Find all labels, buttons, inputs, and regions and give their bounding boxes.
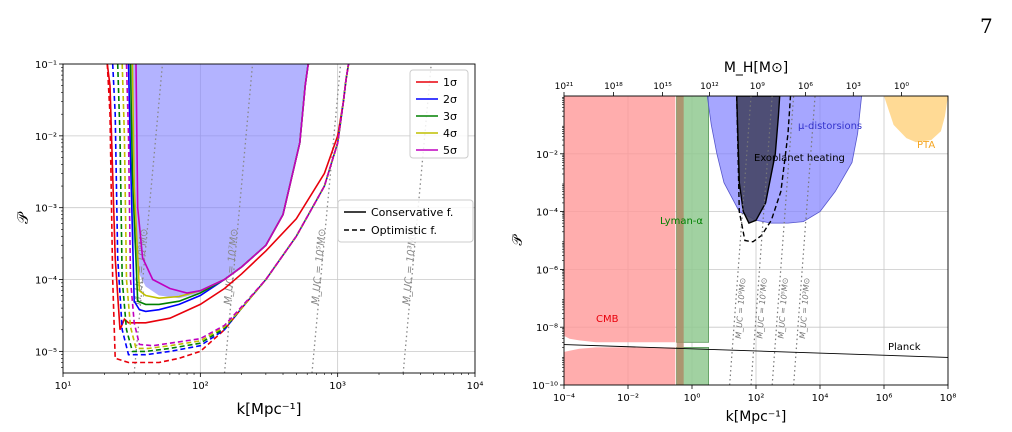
x-tick-label: 10⁻² — [617, 393, 639, 404]
top-tick-label: 10¹⁵ — [653, 82, 672, 92]
y-tick-label: 10⁻¹⁰ — [532, 381, 558, 392]
y-tick-label: 10⁻² — [35, 132, 57, 143]
pta-label: PTA — [917, 140, 935, 151]
top-tick-label: 10⁰ — [894, 82, 909, 92]
y-tick-label: 10⁻⁴ — [536, 208, 558, 219]
legend-label: 3σ — [443, 110, 457, 123]
top-tick-label: 10²¹ — [555, 82, 574, 92]
pta-region — [884, 96, 948, 143]
x-tick-label: 10⁴ — [467, 381, 484, 392]
left-chart: 10¹ 10² 10³ 10⁴ 10⁻⁵ 10⁻⁴ 10⁻³ 10⁻² 10⁻¹ M_UC = 1… — [14, 60, 483, 418]
x-axis-label: k[Mpc⁻¹] — [726, 409, 787, 425]
x-tick-label: 10² — [192, 381, 209, 392]
series-line — [125, 64, 350, 347]
x-tick-label: 10⁴ — [812, 393, 829, 404]
plot-frame — [563, 95, 949, 386]
legend-label: 5σ — [443, 144, 457, 157]
legend-label: 2σ — [443, 93, 457, 106]
y-tick-label: 10⁻⁶ — [536, 265, 558, 276]
plot-area: M_UC = 10⁷M⊙ M_UC = 10⁵M⊙ M_UC = 10³M⊙M_UC… — [106, 64, 432, 373]
mass-line — [771, 96, 795, 385]
x-tick-label: 10⁶ — [876, 393, 893, 404]
mass-line — [750, 96, 773, 385]
x-tick-label: 10¹ — [55, 381, 72, 392]
page-number: 7 — [980, 14, 993, 38]
cmb-label: CMB — [596, 314, 619, 325]
legend-box — [409, 69, 469, 159]
planck-label: Planck — [888, 342, 921, 353]
y-tick-label: 10⁻² — [536, 150, 558, 161]
x-axis-label: k[Mpc⁻¹] — [236, 400, 301, 418]
right-chart: 10⁻⁴ 10⁻² 10⁰ 10² 10⁴ 10⁶ 10⁸ 10⁻¹⁰ 10⁻⁸ 10⁻⁶ 10⁻⁴… — [510, 60, 956, 425]
y-axis-label: 𝒫 — [14, 211, 32, 224]
plot-frame — [62, 63, 476, 374]
cmb-region — [564, 96, 676, 343]
mass-line — [311, 64, 342, 373]
series-line — [135, 64, 310, 294]
top-tick-label: 10⁶ — [798, 82, 813, 92]
y-tick-label: 10⁻¹ — [35, 60, 57, 71]
legend-label: Conservative f. — [371, 206, 453, 219]
legend-label: 1σ — [443, 76, 457, 89]
mass-line-label: M_UC = 10⁹M⊙ — [734, 277, 747, 339]
y-tick-label: 10⁻⁵ — [35, 347, 57, 358]
legend-style: Conservative f. Optimistic f. — [337, 199, 474, 243]
y-tick-label: 10⁻³ — [35, 204, 57, 215]
plot-area: M_UC = 10⁹M⊙ M_UC = 10⁷M⊙ M_UC = 10⁵M⊙ M_UC… — [564, 96, 948, 385]
legend-label: 4σ — [443, 127, 457, 140]
top-tick-label: 10¹⁸ — [604, 82, 623, 92]
top-tick-label: 10¹² — [700, 82, 719, 92]
mass-line-label: M_UC = 10⁷M⊙ — [755, 277, 768, 339]
lyman-alpha-label: Lyman-α — [660, 216, 703, 227]
legend-label: Optimistic f. — [371, 224, 437, 237]
x-tick-label: 10⁸ — [940, 393, 957, 404]
y-tick-label: 10⁻⁸ — [536, 323, 558, 334]
y-axis-label: 𝒫 — [510, 234, 526, 246]
mass-line-label: M_UC = 10⁵M⊙ — [310, 228, 328, 305]
x-tick-label: 10² — [748, 393, 765, 404]
top-tick-label: 10⁹ — [750, 82, 765, 92]
legend-sigma: 1σ 2σ 3σ 4σ 5σ — [409, 69, 469, 159]
mass-line-label: M_UC = 10³M⊙ — [798, 277, 811, 339]
cmb-region-lower — [564, 347, 676, 385]
top-axis-label: M_H[M⊙] — [724, 60, 788, 76]
top-tick-label: 10³ — [846, 82, 861, 92]
y-tick-label: 10⁻⁴ — [35, 276, 57, 287]
mass-line-label: M_UC = 10⁵M⊙ — [777, 277, 790, 339]
x-tick-label: 10³ — [329, 381, 346, 392]
exoplanet-heating-label: Exoplanet heating — [754, 153, 845, 164]
exoplanet-heating-region — [735, 96, 781, 224]
excluded-region — [128, 64, 310, 299]
planck-line — [564, 344, 948, 358]
cmb-lya-overlap — [676, 96, 684, 385]
x-tick-label: 10⁰ — [684, 393, 701, 404]
mass-line — [793, 96, 816, 385]
legend-box — [337, 199, 474, 243]
mass-line — [729, 96, 752, 385]
mu-distortions-label: μ-distorsions — [798, 121, 862, 132]
x-tick-label: 10⁻⁴ — [553, 393, 575, 404]
